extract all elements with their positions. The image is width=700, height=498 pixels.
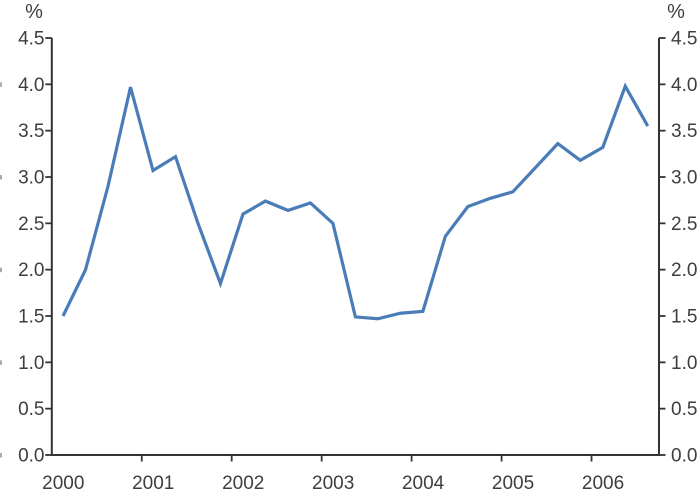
x-axis-tick-label: 2004 <box>402 473 445 494</box>
y-axis-tick-label-right: 3.5 <box>671 121 697 142</box>
data-line-quarterly-percentage-series <box>61 82 650 321</box>
x-axis-tick-label: 2001 <box>132 473 174 494</box>
y-axis-tick-label-left: 2.0 <box>18 260 44 281</box>
y-axis-unit-label-right: % <box>667 1 685 23</box>
y-axis-tick-label-left: 4.0 <box>18 75 44 96</box>
x-axis-tick-label: 2006 <box>582 473 624 494</box>
y-axis-tick-label-left: 0.0 <box>18 446 44 467</box>
x-axis-tick-label: 2005 <box>492 473 534 494</box>
left-edge-crop-fragment <box>0 360 2 365</box>
y-axis-tick-label-left: 0.5 <box>18 399 44 420</box>
x-axis-tick-label: 2002 <box>222 473 264 494</box>
y-axis-tick-label-right: 0.0 <box>671 446 697 467</box>
left-edge-crop-fragment <box>0 175 2 180</box>
y-axis-tick-label-left: 1.5 <box>18 307 44 328</box>
y-axis-tick-label-left: 3.0 <box>18 168 44 189</box>
left-edge-crop-fragment <box>0 453 2 458</box>
y-axis-tick-label-right: 3.0 <box>671 168 697 189</box>
left-edge-crop-fragment <box>0 82 2 87</box>
y-axis-tick-label-left: 1.0 <box>18 353 44 374</box>
y-axis-tick-label-right: 1.0 <box>671 353 697 374</box>
y-axis-tick-label-left: 4.5 <box>18 29 44 50</box>
y-axis-unit-label-left: % <box>25 1 43 23</box>
y-axis-tick-label-right: 4.5 <box>671 29 697 50</box>
left-edge-crop-fragment <box>0 267 2 273</box>
x-axis-tick-label: 2003 <box>312 473 354 494</box>
y-axis-tick-label-right: 2.0 <box>671 260 697 281</box>
y-axis-tick-label-right: 0.5 <box>671 399 697 420</box>
y-axis-tick-label-right: 1.5 <box>671 307 697 328</box>
y-axis-tick-label-right: 2.5 <box>671 214 697 235</box>
x-axis-tick-label: 2000 <box>42 473 84 494</box>
y-axis-tick-label-left: 3.5 <box>18 121 44 142</box>
y-axis-tick-label-left: 2.5 <box>18 214 44 235</box>
y-axis-tick-label-right: 4.0 <box>671 75 697 96</box>
